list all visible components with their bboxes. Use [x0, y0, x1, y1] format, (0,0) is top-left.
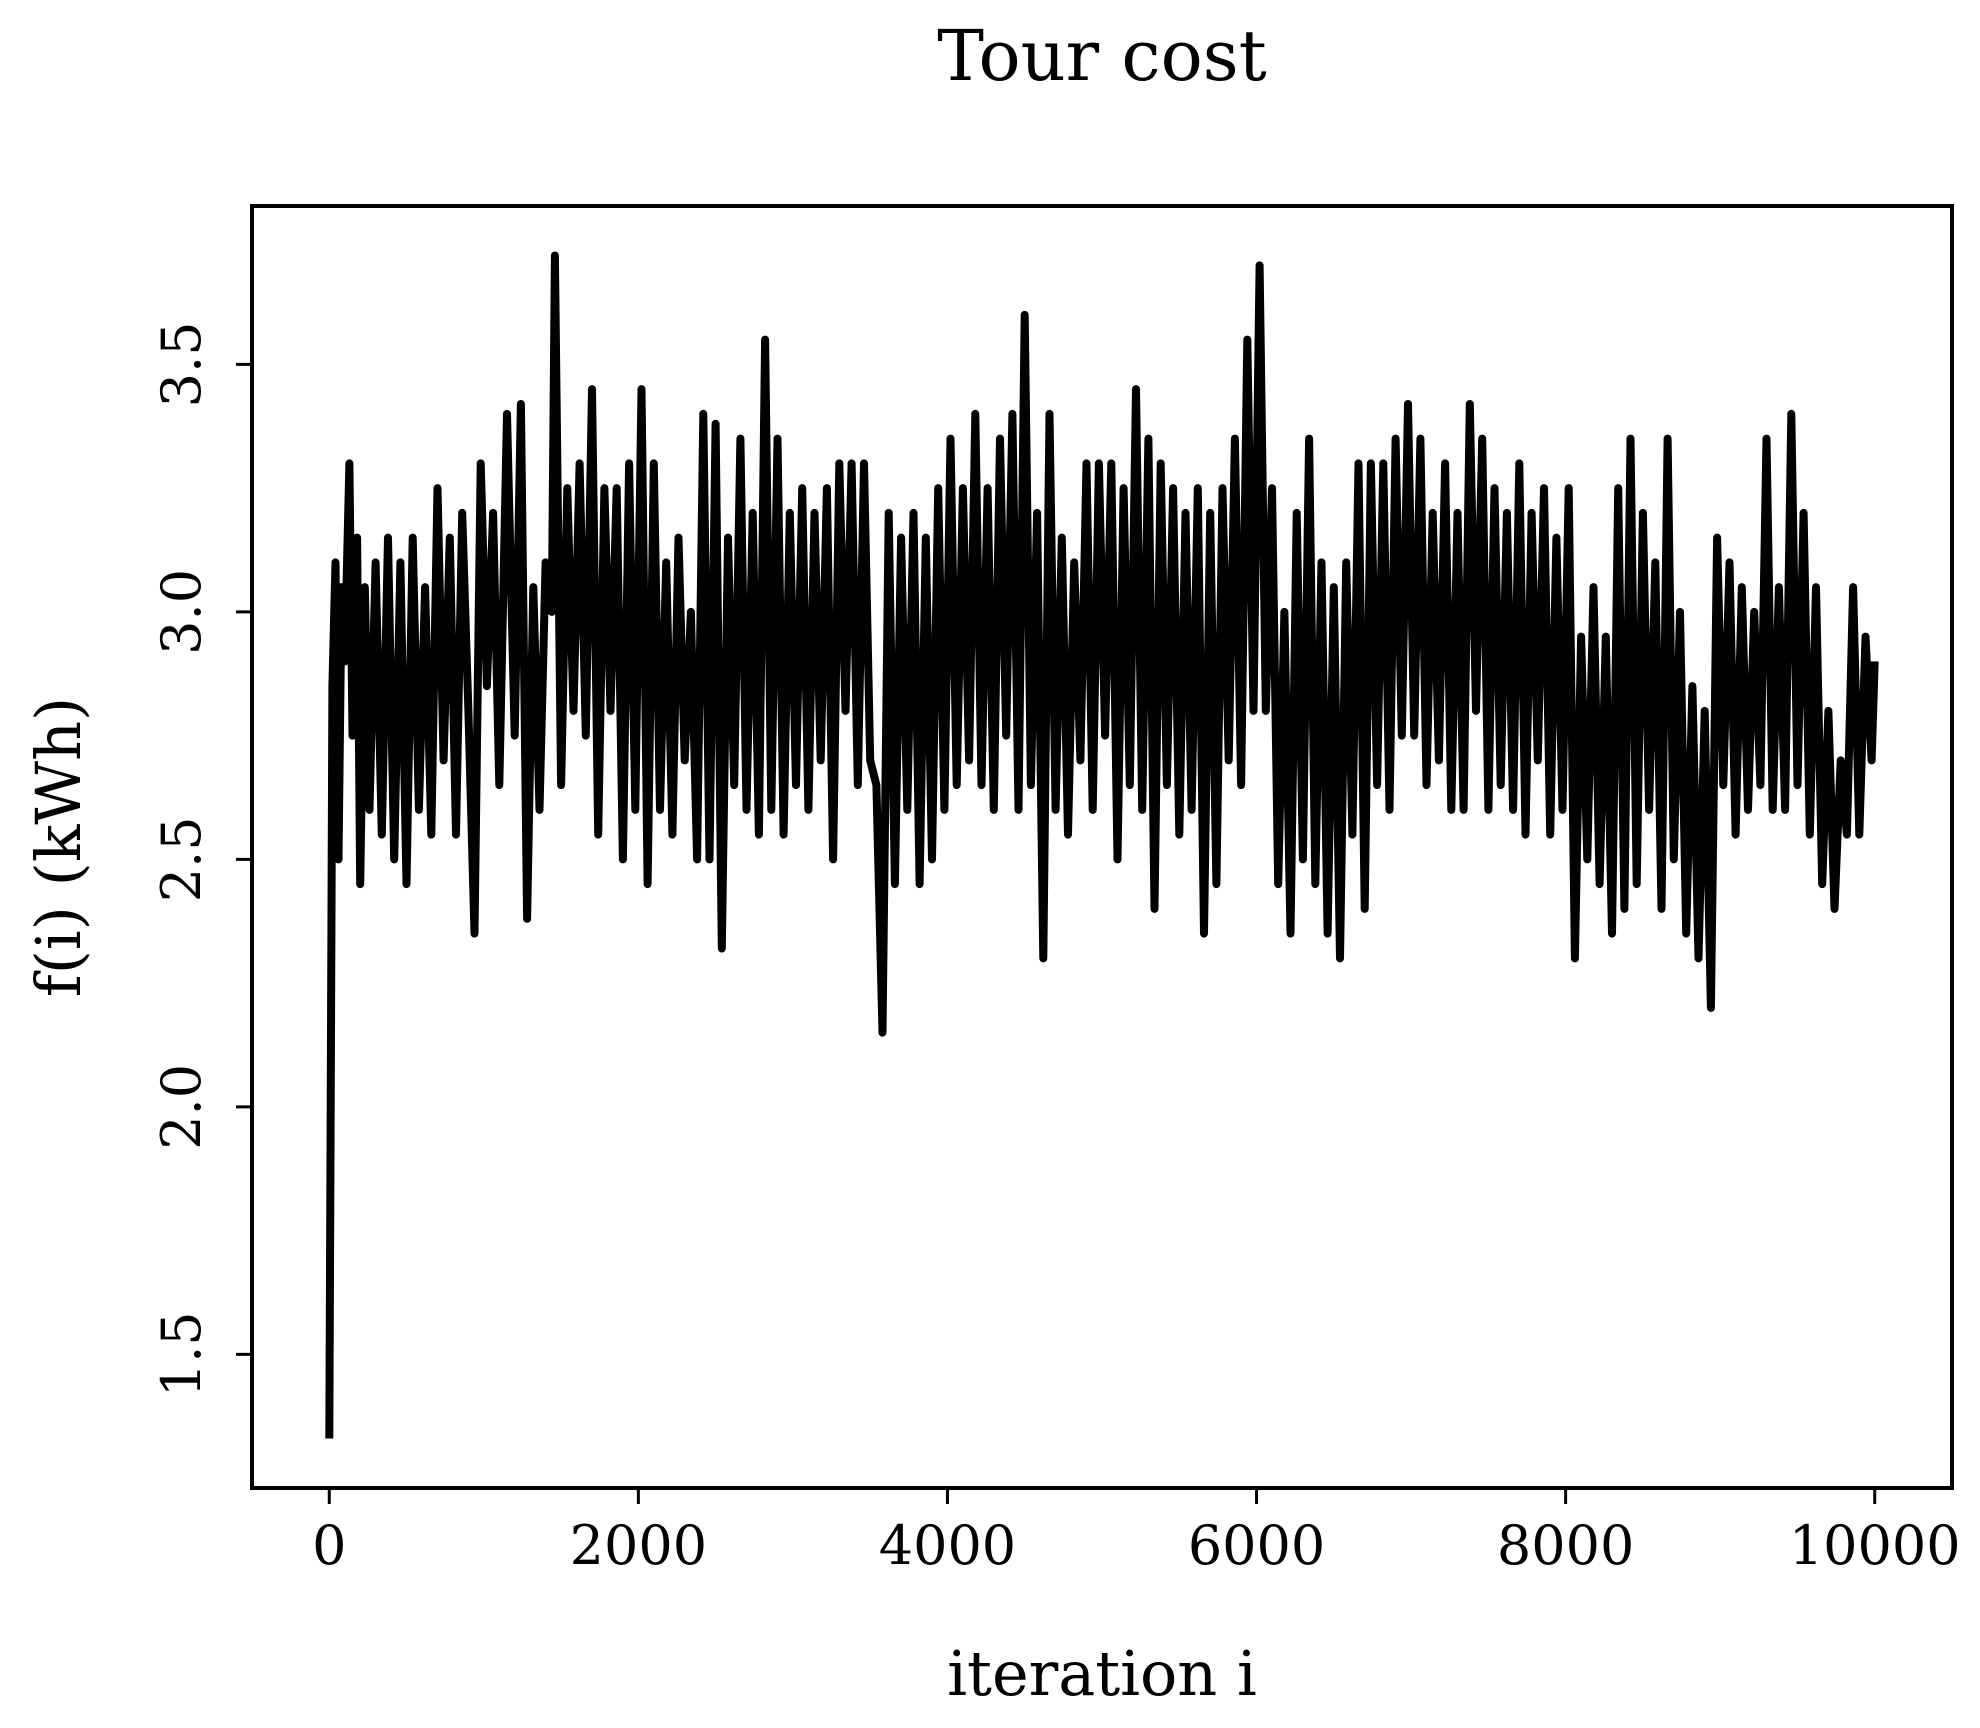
x-tick-label: 0 [312, 1514, 346, 1577]
x-tick-label: 4000 [879, 1514, 1016, 1577]
y-tick-label: 3.0 [150, 569, 213, 655]
series-line-0 [325, 251, 1879, 1439]
x-tick-label: 8000 [1497, 1514, 1634, 1577]
x-axis-label: iteration i [947, 1637, 1257, 1710]
y-axis: 1.5 2.0 2.5 3.0 3.5 [150, 321, 252, 1397]
x-tick-label: 6000 [1188, 1514, 1325, 1577]
x-tick-label: 10000 [1789, 1514, 1961, 1577]
x-axis: 0 2000 4000 6000 8000 10000 [312, 1488, 1961, 1577]
x-tick-label: 2000 [570, 1514, 707, 1577]
plot-area [325, 251, 1879, 1439]
y-tick-label: 2.0 [150, 1064, 213, 1150]
plot-frame [250, 204, 1954, 1490]
chart-title: Tour cost [937, 15, 1267, 97]
y-tick-label: 2.5 [150, 816, 213, 902]
y-tick-label: 1.5 [150, 1311, 213, 1397]
y-axis-label: f(i) (kWh) [22, 697, 95, 997]
y-tick-label: 3.5 [150, 321, 213, 407]
